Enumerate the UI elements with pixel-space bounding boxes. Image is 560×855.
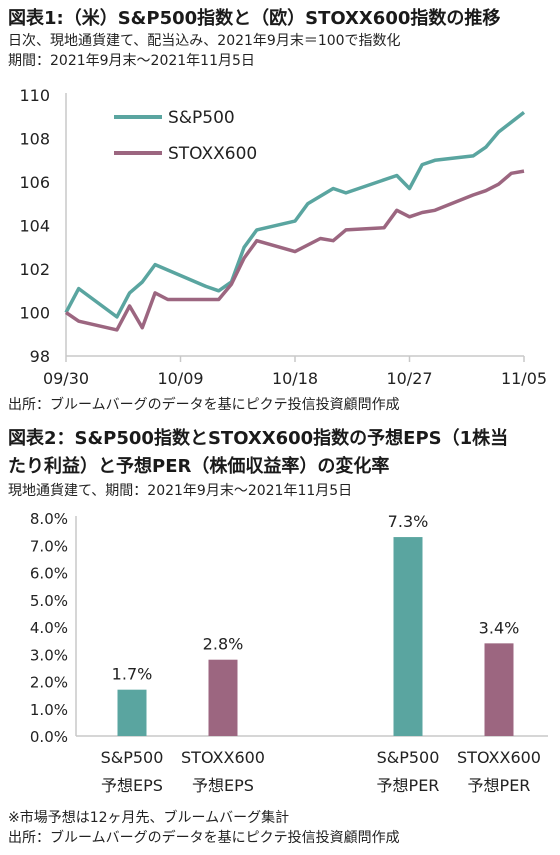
y-tick-label: 3.0% bbox=[30, 646, 68, 664]
chart2-subtitle: 現地通貨建て、期間：2021年9月末～2021年11月5日 bbox=[8, 483, 353, 499]
x-tick-label: 10/09 bbox=[157, 369, 203, 388]
y-tick-label: 108 bbox=[19, 130, 50, 149]
x-tick-label: 11/05 bbox=[501, 369, 547, 388]
chart2-note: ※市場予想は12ヶ月先、ブルームバーグ集計 bbox=[8, 810, 290, 826]
category-label-line1: STOXX600 bbox=[457, 748, 541, 767]
y-tick-label: 102 bbox=[19, 260, 50, 279]
y-tick-label: 7.0% bbox=[30, 537, 68, 555]
bar-data-label: 7.3% bbox=[388, 512, 429, 531]
y-tick-label: 100 bbox=[19, 304, 50, 323]
y-tick-label: 5.0% bbox=[30, 592, 68, 610]
y-tick-label: 106 bbox=[19, 173, 50, 192]
y-tick-label: 0.0% bbox=[30, 728, 68, 746]
chart1-source: 出所：ブルームバーグのデータを基にピクテ投信投資顧問作成 bbox=[8, 397, 400, 413]
chart1-period: 期間：2021年9月末～2021年11月5日 bbox=[8, 53, 255, 69]
y-tick-label: 1.0% bbox=[30, 701, 68, 719]
y-tick-label: 2.0% bbox=[30, 674, 68, 692]
chart2-title-line1: 図表2：S&P500指数とSTOXX600指数の予想EPS（1株当 bbox=[8, 428, 509, 449]
bar bbox=[208, 659, 238, 736]
y-tick-label: 8.0% bbox=[30, 510, 68, 528]
chart2-source: 出所：ブルームバーグのデータを基にピクテ投信投資顧問作成 bbox=[8, 830, 400, 846]
y-tick-label: 104 bbox=[19, 217, 50, 236]
bar-data-label: 2.8% bbox=[203, 635, 244, 654]
bar-data-label: 1.7% bbox=[112, 665, 153, 684]
category-label-line2: 予想PER bbox=[377, 776, 440, 795]
bar bbox=[484, 643, 514, 736]
category-label-line1: S&P500 bbox=[377, 748, 440, 767]
y-tick-label: 98 bbox=[30, 347, 50, 366]
x-tick-label: 09/30 bbox=[43, 369, 89, 388]
y-tick-label: 110 bbox=[19, 86, 50, 105]
category-label-line1: S&P500 bbox=[101, 748, 164, 767]
bar-chart: 0.0% 1.0% 2.0% 3.0% 4.0% 5.0% 6.0% 7.0% 8.0% 1.7%… bbox=[30, 510, 548, 795]
line-chart: 98 100 102 104 106 108 110 09/30 10/09 10/18 10/27… bbox=[19, 86, 547, 388]
category-label-line2: 予想EPS bbox=[192, 776, 254, 795]
y-tick-label: 4.0% bbox=[30, 619, 68, 637]
chart2-title-line2: たり利益）と予想PER（株価収益率）の変化率 bbox=[8, 456, 390, 477]
legend-label: STOXX600 bbox=[168, 144, 257, 164]
bar bbox=[117, 689, 147, 736]
chart1-subtitle: 日次、現地通貨建て、配当込み、2021年9月末＝100で指数化 bbox=[8, 33, 401, 49]
category-label-line2: 予想PER bbox=[468, 776, 531, 795]
y-tick-label: 6.0% bbox=[30, 565, 68, 583]
bar bbox=[393, 537, 423, 736]
chart1-title: 図表1:（米）S&P500指数と（欧）STOXX600指数の推移 bbox=[8, 8, 501, 29]
category-label-line2: 予想EPS bbox=[101, 776, 163, 795]
category-label-line1: STOXX600 bbox=[181, 748, 265, 767]
bar-data-label: 3.4% bbox=[479, 618, 520, 637]
series-line-stoxx600 bbox=[65, 169, 525, 332]
series-line-sp500 bbox=[64, 111, 526, 319]
x-tick-label: 10/27 bbox=[386, 369, 432, 388]
legend-label: S&P500 bbox=[168, 108, 235, 128]
x-tick-label: 10/18 bbox=[272, 369, 318, 388]
